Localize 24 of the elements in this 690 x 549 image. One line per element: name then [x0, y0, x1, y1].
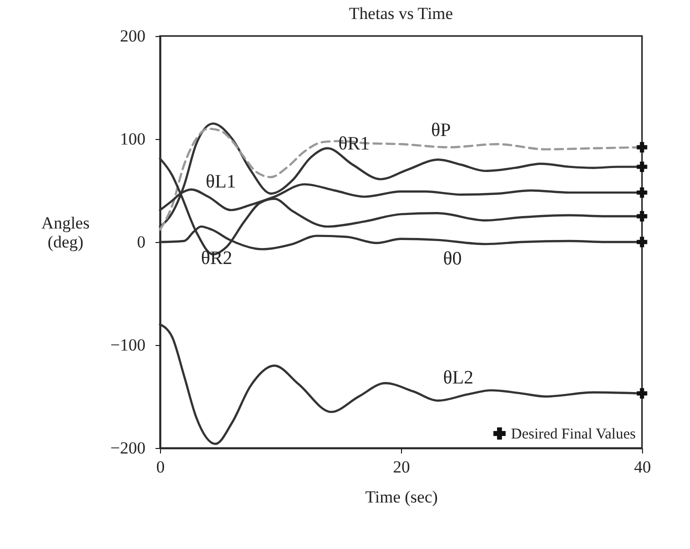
series-label: θ0: [443, 248, 462, 270]
point: [636, 187, 648, 198]
x-tick-label: 20: [393, 458, 410, 476]
y-tick-label: 200: [120, 26, 146, 46]
series-label: θR2: [200, 248, 232, 270]
y-tick-label: 0: [137, 232, 146, 252]
y-tick-label: −100: [110, 336, 146, 354]
y-tick-label: 100: [120, 130, 146, 148]
point: [636, 388, 648, 399]
x-tick-label: 0: [156, 458, 165, 476]
legend-label: Desired Final Values: [511, 426, 636, 442]
point: [636, 236, 648, 248]
series-label: θL2: [443, 368, 474, 389]
chart-title: Thetas vs Time: [349, 4, 453, 23]
y-tick-label: −200: [110, 438, 146, 458]
x-tick-label: 40: [634, 458, 651, 476]
point: [636, 211, 648, 222]
series-label: θR1: [338, 133, 370, 154]
y-axis-title: Angles (deg): [41, 214, 90, 252]
point: [636, 162, 648, 172]
series-label: θP: [431, 120, 451, 142]
point: [636, 142, 648, 152]
series-label: θL1: [206, 172, 236, 193]
x-axis-title: Time (sec): [365, 488, 438, 506]
